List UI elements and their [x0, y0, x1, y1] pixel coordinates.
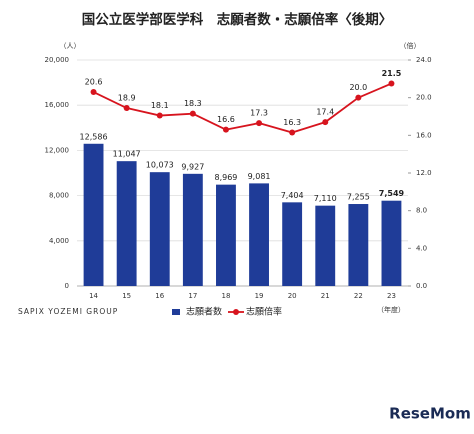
line-value-label: 21.5	[382, 69, 402, 78]
line-value-label: 18.9	[118, 94, 136, 103]
bar	[182, 173, 203, 286]
bar	[282, 202, 303, 286]
line-value-label: 17.3	[250, 109, 268, 118]
line-value-label: 16.3	[283, 118, 301, 127]
bar-value-label: 7,549	[379, 189, 405, 198]
line-point	[388, 80, 395, 87]
bar-value-label: 8,969	[214, 173, 237, 182]
x-tick-label: 20	[288, 292, 297, 300]
source: SAPIX YOZEMI GROUP	[18, 307, 118, 316]
y2-axis-unit: （倍）	[400, 41, 421, 50]
x-tick-label: 14	[89, 292, 98, 300]
bar-value-label: 11,047	[113, 150, 141, 159]
y2-tick-label: 16.0	[416, 131, 432, 139]
y2-tick-label: 8.0	[416, 207, 427, 215]
bar	[83, 143, 104, 286]
bar-value-label: 12,586	[80, 132, 108, 141]
line-value-label: 18.3	[184, 99, 202, 108]
bar-value-label: 7,110	[314, 194, 337, 203]
x-tick-label: 16	[155, 292, 164, 300]
y2-tick-label: 12.0	[416, 169, 432, 177]
x-tick-label: 22	[354, 292, 363, 300]
bar	[249, 183, 269, 286]
x-tick-label: 18	[221, 292, 230, 300]
chart-title: 国公立医学部医学科 志願者数・志願倍率〈後期〉	[82, 11, 393, 28]
bar	[116, 161, 137, 286]
y2-tick-label: 20.0	[416, 94, 432, 102]
legend-label: 志願者数	[186, 306, 222, 318]
x-tick-label: 17	[188, 292, 197, 300]
bar-value-label: 10,073	[146, 161, 174, 170]
bar	[149, 172, 170, 286]
line-point	[322, 119, 329, 126]
x-tick-label: 23	[387, 292, 396, 300]
bar	[348, 204, 369, 286]
line	[93, 82, 392, 134]
line-point	[156, 112, 163, 119]
bar-value-label: 9,927	[181, 162, 204, 171]
line-point	[256, 120, 263, 127]
bar	[315, 205, 336, 286]
watermark: ReseMom	[389, 405, 471, 423]
line-point	[90, 89, 97, 96]
bar	[216, 184, 236, 286]
y-tick-label: 16,000	[45, 101, 70, 109]
y-axis-unit: （人）	[60, 42, 81, 50]
legend-swatch	[233, 309, 239, 315]
x-tick-label: 19	[255, 292, 264, 300]
line-value-label: 16.6	[217, 115, 235, 124]
bar	[381, 200, 402, 286]
legend-swatch	[172, 309, 180, 315]
bar-value-label: 7,404	[281, 191, 304, 200]
y-tick-label: 20,000	[45, 56, 70, 64]
line-value-label: 17.4	[316, 108, 334, 117]
line-point	[355, 94, 362, 101]
y-tick-label: 12,000	[45, 146, 70, 154]
y-tick-label: 0	[65, 282, 69, 290]
x-axis-unit: （年度）	[377, 305, 405, 314]
line-point	[123, 105, 130, 112]
y2-tick-label: 0.0	[416, 282, 427, 290]
y2-tick-label: 24.0	[416, 56, 432, 64]
legend-label: 志願倍率	[246, 306, 282, 318]
line-point	[222, 126, 229, 133]
x-tick-label: 15	[122, 292, 131, 300]
line-point	[189, 110, 196, 117]
bar-value-label: 9,081	[248, 172, 271, 181]
y-tick-label: 4,000	[49, 237, 69, 245]
y-tick-label: 8,000	[49, 192, 69, 200]
x-tick-label: 21	[321, 292, 330, 300]
line-value-label: 20.0	[349, 83, 367, 92]
y2-tick-label: 4.0	[416, 244, 427, 252]
line-value-label: 18.1	[151, 101, 169, 110]
bar-value-label: 7,255	[347, 193, 370, 202]
line-value-label: 20.6	[85, 78, 103, 87]
line-point	[289, 129, 296, 136]
